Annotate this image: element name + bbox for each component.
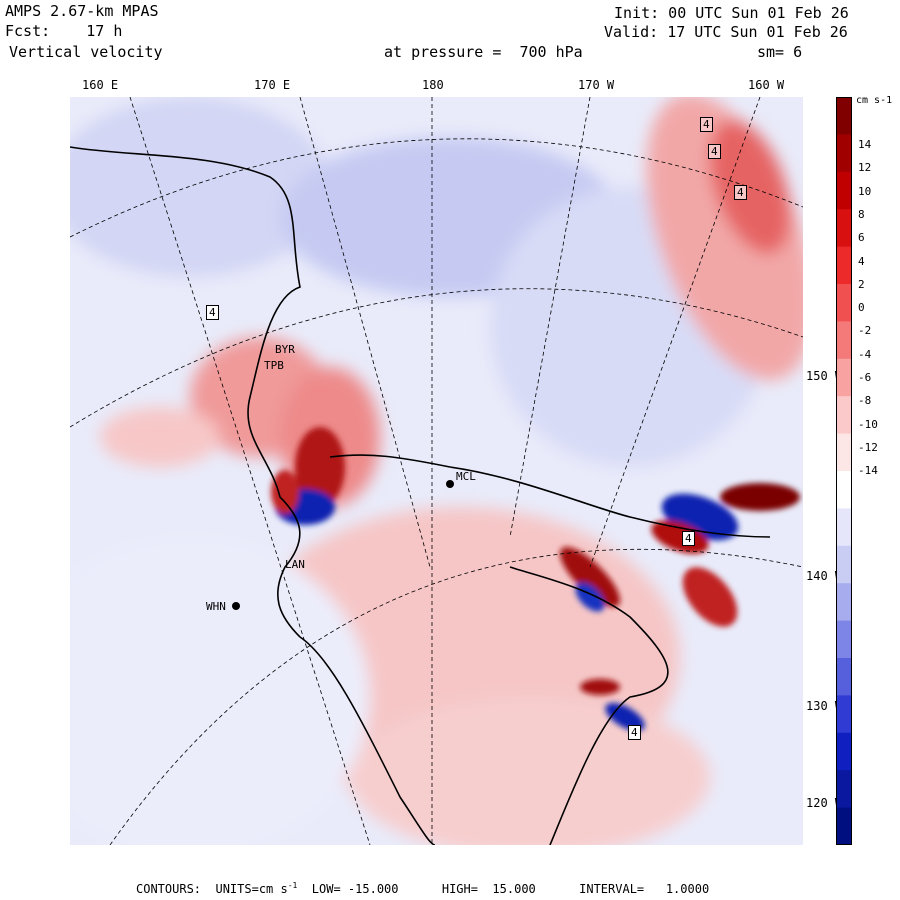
colorbar-tick-label: 6	[858, 231, 865, 245]
coastline	[70, 146, 771, 845]
colorbar-tick-label: -12	[858, 440, 878, 454]
colorbar-swatch	[836, 246, 852, 285]
colorbar-swatch	[836, 433, 852, 472]
lon-label-160w: 160 W	[748, 78, 785, 92]
contour-units: CONTOURS: UNITS=cm s	[136, 882, 288, 896]
lat-label-150w: 150 W	[806, 369, 843, 383]
colorbar-tick-label: -2	[858, 324, 872, 338]
lat-label-140w: 140 W	[806, 569, 843, 583]
contour-info: CONTOURS: UNITS=cm s-1 LOW= -15.000 HIGH…	[136, 881, 709, 896]
lon-label-180: 180	[422, 78, 444, 92]
pressure-level: at pressure = 700 hPa	[384, 43, 583, 61]
colorbar-tick-label: -14	[858, 464, 878, 478]
colorbar-swatch	[836, 471, 852, 509]
station-label-lan: LAN	[285, 558, 305, 571]
station-label-whn: WHN	[206, 600, 226, 613]
station-markers	[232, 480, 454, 610]
max-marker: 4	[700, 117, 713, 132]
colorbar-swatch	[836, 620, 852, 659]
colorbar-tick-label: 12	[858, 161, 872, 175]
colorbar-swatch	[836, 732, 852, 771]
colorbar-swatch	[836, 695, 852, 734]
contour-units-exp: -1	[287, 881, 298, 890]
colorbar-swatch	[836, 583, 852, 622]
colorbar-tick-label: -4	[858, 347, 872, 361]
colorbar-swatch	[836, 807, 852, 845]
station-dot-mcl	[446, 480, 454, 488]
colorbar-swatch	[836, 508, 852, 547]
vertical-velocity-map	[70, 97, 803, 845]
contour-range: LOW= -15.000 HIGH= 15.000 INTERVAL= 1.00…	[297, 882, 710, 896]
colorbar-swatch	[836, 321, 852, 360]
max-marker: 4	[682, 531, 695, 546]
colorbar-swatch	[836, 284, 852, 322]
colorbar-tick-label: 2	[858, 277, 865, 291]
colorbar-swatch	[836, 358, 852, 397]
colorbar-swatch	[836, 134, 852, 173]
lat-label-120w: 120 W	[806, 796, 843, 810]
lon-label-170e: 170 E	[254, 78, 291, 92]
station-label-tpb: TPB	[264, 359, 284, 372]
neg-region-northwest	[70, 97, 330, 277]
colorbar-swatch	[836, 171, 852, 210]
colorbar-tick-label: -6	[858, 371, 872, 384]
colorbar-swatch	[836, 545, 852, 584]
colorbar-tick-label: -10	[858, 417, 878, 431]
station-label-byr: BYR	[275, 343, 295, 356]
colorbar-tick-label: -8	[858, 394, 872, 408]
lon-label-170w: 170 W	[578, 78, 615, 92]
model-title: AMPS 2.67-km MPAS	[5, 2, 159, 20]
pos-region-south	[350, 697, 710, 845]
max-marker: 4	[628, 725, 641, 740]
field-name: Vertical velocity	[9, 43, 163, 61]
valid-time: Valid: 17 UTC Sun 01 Feb 26	[604, 23, 848, 41]
colorbar-tick-label: 10	[858, 184, 872, 198]
max-marker: 4	[708, 144, 721, 159]
max-marker: 4	[734, 185, 747, 200]
colorbar-tick-label: 0	[858, 301, 865, 315]
colorbar-swatch	[836, 97, 852, 135]
station-dot-whn	[232, 602, 240, 610]
forecast-hour: Fcst: 17 h	[5, 22, 123, 40]
init-time: Init: 00 UTC Sun 01 Feb 26	[614, 4, 849, 22]
neg-region-southwest	[70, 537, 370, 845]
min-marker: 4	[206, 305, 219, 320]
colorbar-tick-label: 8	[858, 207, 865, 221]
station-label-mcl: MCL	[456, 470, 476, 483]
colorbar-tick-label: 14	[858, 138, 872, 151]
colorbar-swatch	[836, 770, 852, 809]
graticule	[70, 97, 803, 845]
colorbar-swatch	[836, 658, 852, 696]
colorbar-unit: cm s-1	[856, 95, 893, 106]
smoothing: sm= 6	[757, 43, 803, 61]
colorbar	[836, 97, 852, 845]
colorbar-tick-label: 4	[858, 254, 865, 268]
colorbar-swatch	[836, 396, 852, 435]
colorbar-swatch	[836, 209, 852, 248]
pos-region-west	[100, 407, 220, 467]
lat-label-130w: 130 W	[806, 699, 843, 713]
lon-label-160e: 160 E	[82, 78, 119, 92]
